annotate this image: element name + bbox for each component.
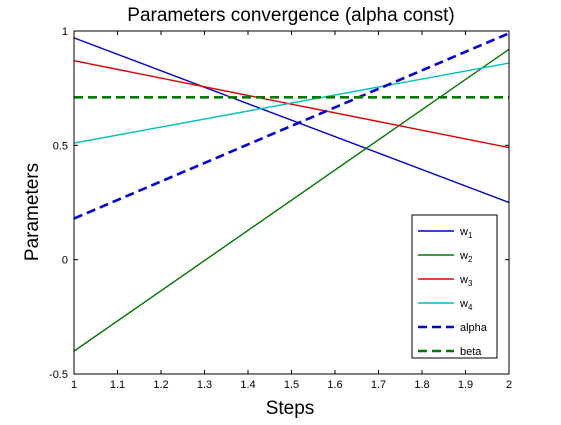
x-tick-label: 1.9 bbox=[458, 379, 473, 391]
x-tick-label: 1.2 bbox=[153, 379, 168, 391]
x-tick-label: 2 bbox=[506, 379, 512, 391]
y-tick-label: 0 bbox=[62, 255, 68, 267]
legend-label-beta: beta bbox=[460, 346, 482, 358]
legend-label-alpha: alpha bbox=[460, 322, 488, 334]
y-axis-label: Parameters bbox=[22, 163, 43, 261]
x-tick-label: 1.6 bbox=[327, 379, 342, 391]
y-tick-label: 1 bbox=[62, 26, 68, 38]
y-tick-label: 0.5 bbox=[53, 140, 68, 152]
x-tick-label: 1 bbox=[71, 379, 77, 391]
series-line-w1 bbox=[73, 37, 510, 204]
x-tick-label: 1.8 bbox=[414, 379, 429, 391]
x-tick-label: 1.5 bbox=[284, 379, 299, 391]
series-line-w2 bbox=[73, 48, 510, 352]
x-tick-label: 1.7 bbox=[371, 379, 386, 391]
y-axis: -0.5 0 0.5 1 bbox=[49, 26, 509, 381]
legend-subscript: 1 bbox=[468, 231, 473, 240]
series-layer bbox=[73, 32, 510, 352]
series-line-alpha bbox=[73, 32, 510, 220]
chart-title: Parameters convergence (alpha const) bbox=[127, 5, 454, 26]
x-tick-label: 1.4 bbox=[240, 379, 255, 391]
y-tick-label: -0.5 bbox=[49, 369, 68, 381]
legend-box bbox=[411, 214, 498, 359]
x-tick-label: 1.3 bbox=[197, 379, 212, 391]
legend-subscript: 4 bbox=[468, 303, 473, 312]
series-line-w4 bbox=[73, 62, 510, 144]
x-axis-label: Steps bbox=[266, 398, 315, 419]
series-line-w3 bbox=[73, 60, 510, 149]
legend-subscript: 2 bbox=[468, 255, 473, 264]
x-tick-label: 1.1 bbox=[110, 379, 125, 391]
legend-subscript: 3 bbox=[468, 279, 473, 288]
x-axis: 1 1.1 1.2 1.3 1.4 1.5 1.6 1.7 1.8 1.9 2 bbox=[71, 31, 512, 391]
